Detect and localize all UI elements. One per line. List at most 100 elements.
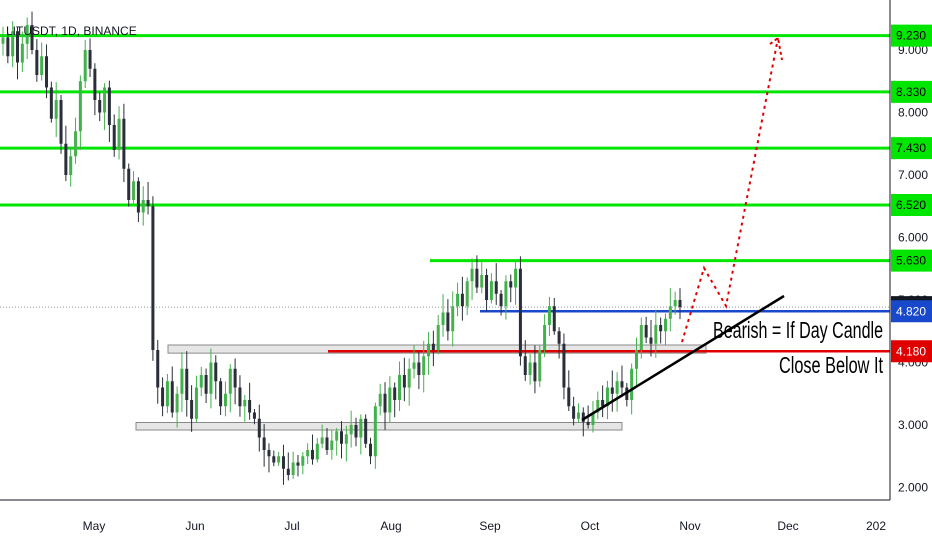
- candle-body: [156, 350, 160, 388]
- projection-path: [681, 37, 779, 343]
- candle-body: [538, 350, 542, 382]
- resistance-price-label-bg: [891, 249, 932, 272]
- blue-level-price-label-bg: [891, 300, 932, 323]
- candle-body: [576, 412, 580, 419]
- y-tick-label: 8.000: [898, 106, 928, 120]
- candle-body: [243, 400, 247, 407]
- candles-layer: [1, 11, 682, 485]
- y-tick-label: 3.000: [898, 418, 928, 432]
- x-tick-label: Oct: [581, 519, 600, 533]
- candle-body: [127, 168, 131, 200]
- candle-body: [49, 87, 53, 119]
- candle-body: [286, 468, 290, 475]
- candle-body: [78, 81, 82, 132]
- candle-body: [330, 440, 334, 450]
- candle-body: [281, 456, 285, 469]
- candle-body: [427, 343, 431, 357]
- candle-body: [581, 412, 585, 422]
- candle-body: [214, 362, 218, 382]
- candle-body: [16, 31, 20, 63]
- candle-body: [480, 275, 484, 288]
- candle-body: [136, 181, 140, 213]
- candle-body: [509, 281, 513, 288]
- annotation-line-1: Bearish = If Day Candle: [713, 317, 883, 343]
- y-tick-label: 7.000: [898, 168, 928, 182]
- candle-body: [451, 306, 455, 332]
- candle-body: [1, 37, 5, 44]
- candle-body: [344, 434, 348, 444]
- candle-body: [25, 25, 29, 44]
- candle-body: [219, 381, 223, 407]
- resistance-price-label-text: 9.230: [896, 29, 926, 43]
- resistance-price-label-bg: [891, 24, 932, 47]
- candle-body: [572, 406, 576, 419]
- resistance-price-label: 9.230: [891, 24, 932, 47]
- candle-body: [277, 456, 281, 463]
- candle-body: [485, 275, 489, 300]
- candle-body: [383, 393, 387, 413]
- x-tick-label: 202: [866, 519, 886, 533]
- candle-body: [514, 268, 518, 288]
- candle-body: [69, 156, 73, 175]
- candle-body: [320, 437, 324, 444]
- candle-body: [122, 118, 126, 169]
- candle-body: [605, 387, 609, 407]
- candle-body: [644, 325, 648, 338]
- candle-body: [335, 431, 339, 441]
- candle-body: [194, 387, 198, 419]
- candle-body: [562, 343, 566, 388]
- x-tick-label: Sep: [479, 519, 501, 533]
- candle-body: [272, 456, 276, 463]
- candle-body: [223, 393, 227, 407]
- candle-body: [141, 200, 145, 213]
- candle-body: [107, 87, 111, 125]
- drawing-layer: [581, 36, 785, 422]
- candle-body: [639, 325, 643, 350]
- candle-body: [238, 387, 242, 407]
- candle-body: [117, 118, 121, 150]
- candle-body: [489, 281, 493, 300]
- x-tick-label: Jun: [185, 519, 204, 533]
- candle-body: [228, 368, 232, 394]
- candle-body: [315, 443, 319, 460]
- candle-body: [267, 450, 271, 457]
- candle-body: [518, 268, 522, 357]
- candle-body: [20, 43, 24, 63]
- resistance-price-label: 8.330: [891, 80, 932, 103]
- candle-body: [504, 281, 508, 307]
- x-tick-label: Jul: [284, 519, 299, 533]
- candle-body: [161, 387, 165, 407]
- candle-body: [610, 387, 614, 394]
- candle-body: [475, 268, 479, 288]
- candle-body: [436, 325, 440, 350]
- candle-body: [59, 100, 63, 144]
- candle-body: [678, 300, 682, 308]
- candle-body: [630, 368, 634, 400]
- candle-body: [470, 268, 474, 282]
- resistance-price-label-bg: [891, 137, 932, 160]
- candle-body: [460, 293, 464, 307]
- candle-body: [301, 456, 305, 466]
- red-level-price-label: 4.180: [891, 340, 932, 363]
- resistance-price-label-bg: [891, 80, 932, 103]
- candle-body: [112, 125, 116, 150]
- candle-body: [103, 87, 107, 113]
- candle-body: [190, 400, 194, 419]
- resistance-price-label-bg: [891, 194, 932, 216]
- y-tick-label: 2.000: [898, 481, 928, 495]
- candle-body: [349, 425, 353, 435]
- candle-body: [209, 362, 213, 394]
- candle-body: [88, 50, 92, 69]
- candle-body: [233, 368, 237, 388]
- candle-body: [596, 400, 600, 413]
- candle-body: [6, 37, 10, 57]
- horizontal-levels: [0, 34, 890, 353]
- candle-body: [499, 293, 503, 307]
- annotation-line-2: Close Below It: [779, 352, 883, 378]
- candle-body: [364, 418, 368, 444]
- x-tick-label: Dec: [777, 519, 798, 533]
- candle-body: [262, 437, 266, 450]
